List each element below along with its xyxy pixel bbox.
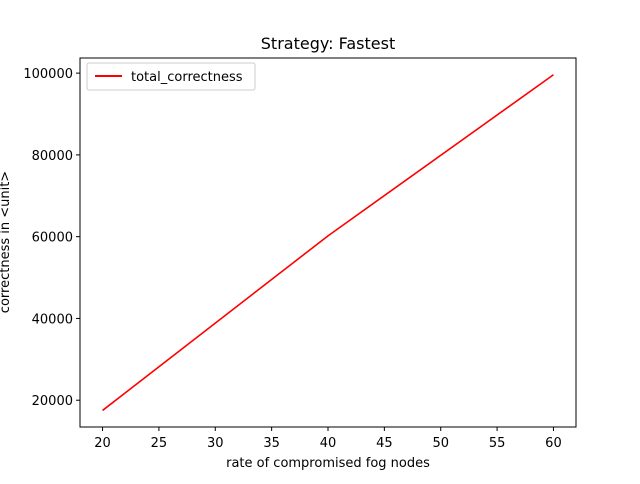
y-axis-label: correctness in <unit> bbox=[0, 171, 13, 313]
legend-box bbox=[86, 62, 256, 91]
x-tick-label: 50 bbox=[432, 436, 449, 451]
y-axis-ticks: 20000 40000 60000 80000 100000 bbox=[23, 67, 80, 409]
y-tick-label: 60000 bbox=[32, 231, 73, 246]
x-tick-label: 40 bbox=[320, 436, 337, 451]
legend: total_correctness bbox=[86, 62, 256, 91]
x-tick-label: 20 bbox=[94, 436, 111, 451]
x-tick-label: 45 bbox=[376, 436, 393, 451]
x-axis-label: rate of compromised fog nodes bbox=[226, 456, 430, 471]
series-layer bbox=[102, 74, 554, 412]
y-tick-label: 80000 bbox=[32, 149, 73, 164]
series-line-total-correctness bbox=[102, 74, 554, 412]
y-tick-label: 100000 bbox=[23, 67, 73, 82]
plot-frame bbox=[79, 57, 577, 428]
x-axis-ticks: 20 25 30 35 40 45 50 55 60 bbox=[94, 427, 562, 451]
x-tick-label: 30 bbox=[207, 436, 224, 451]
y-tick-label: 40000 bbox=[32, 312, 73, 327]
x-tick-label: 25 bbox=[151, 436, 168, 451]
x-tick-label: 55 bbox=[489, 436, 506, 451]
y-tick-label: 20000 bbox=[32, 394, 73, 409]
x-tick-label: 35 bbox=[263, 436, 280, 451]
plot-area bbox=[79, 57, 577, 428]
x-tick-label: 60 bbox=[545, 436, 562, 451]
legend-label-total-correctness: total_correctness bbox=[131, 70, 243, 85]
chart-title: Strategy: Fastest bbox=[261, 34, 395, 53]
